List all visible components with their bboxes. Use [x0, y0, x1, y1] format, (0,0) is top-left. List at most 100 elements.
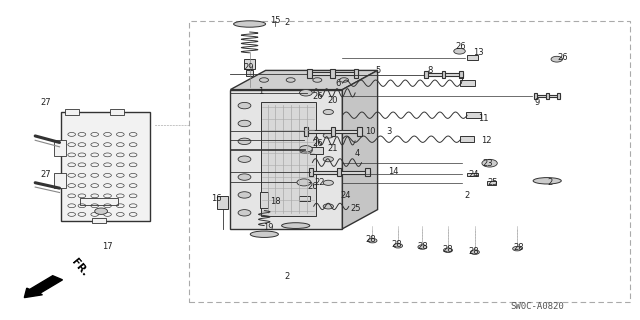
Circle shape [323, 204, 333, 209]
Circle shape [454, 48, 465, 54]
Text: 25: 25 [350, 204, 360, 212]
Circle shape [339, 78, 348, 82]
Bar [261, 102, 316, 216]
Text: 25: 25 [488, 178, 498, 187]
Bar [65, 109, 79, 115]
Bar [330, 69, 335, 78]
Text: 17: 17 [102, 242, 113, 251]
Ellipse shape [533, 178, 561, 184]
Text: 6: 6 [335, 79, 340, 88]
Bar [546, 93, 548, 99]
Circle shape [551, 56, 563, 62]
Circle shape [300, 146, 312, 152]
Text: 16: 16 [211, 194, 221, 203]
Bar [92, 218, 106, 223]
Circle shape [238, 102, 251, 109]
Text: FR.: FR. [69, 257, 89, 278]
Text: 24: 24 [468, 170, 479, 179]
Bar [365, 168, 370, 176]
Text: 14: 14 [388, 167, 399, 176]
Text: 23: 23 [483, 159, 493, 168]
Circle shape [513, 246, 522, 251]
Circle shape [238, 210, 251, 216]
Text: 5: 5 [375, 66, 380, 75]
Text: 15: 15 [270, 16, 280, 25]
Text: 26: 26 [313, 92, 323, 100]
Bar [467, 55, 478, 60]
Text: 26: 26 [558, 53, 568, 62]
Text: 28: 28 [443, 245, 453, 254]
Text: 7: 7 [458, 77, 463, 86]
Circle shape [444, 248, 452, 252]
Circle shape [286, 78, 295, 82]
Bar [304, 127, 308, 136]
Bar [534, 93, 538, 99]
Bar [357, 127, 362, 136]
Text: 2: 2 [465, 191, 470, 200]
Bar [460, 136, 474, 142]
Bar [557, 93, 560, 99]
Bar [354, 69, 358, 78]
Bar [80, 198, 118, 205]
Text: 28: 28 [513, 244, 524, 252]
Bar [424, 73, 463, 76]
Text: 26: 26 [307, 182, 317, 191]
Circle shape [482, 159, 497, 167]
FancyArrow shape [24, 276, 63, 298]
Bar [309, 168, 313, 176]
Circle shape [418, 245, 427, 249]
Ellipse shape [282, 223, 310, 228]
Bar [189, 21, 630, 302]
Polygon shape [342, 70, 378, 229]
Bar [467, 173, 478, 176]
Text: 28: 28 [366, 236, 376, 244]
Bar [244, 59, 255, 69]
Text: 8: 8 [428, 66, 433, 75]
Bar [331, 127, 335, 136]
Text: 9: 9 [535, 98, 540, 107]
Ellipse shape [234, 21, 266, 27]
Bar [217, 196, 228, 209]
Circle shape [323, 133, 333, 138]
Circle shape [238, 174, 251, 180]
Text: 26: 26 [456, 42, 466, 51]
Circle shape [313, 78, 322, 82]
Bar [307, 72, 358, 75]
Circle shape [238, 120, 251, 127]
Polygon shape [230, 70, 378, 90]
Text: 28: 28 [417, 242, 428, 251]
Bar [246, 70, 253, 76]
Circle shape [238, 156, 251, 163]
Circle shape [323, 157, 333, 162]
Text: 29: 29 [243, 63, 253, 72]
Text: 2: 2 [284, 18, 289, 27]
Text: 3: 3 [387, 127, 392, 136]
Circle shape [470, 250, 479, 254]
Circle shape [238, 192, 251, 198]
Bar [307, 69, 312, 78]
Text: 28: 28 [468, 247, 479, 256]
Bar [466, 112, 481, 118]
Circle shape [300, 147, 312, 154]
Text: 27: 27 [41, 170, 51, 179]
Text: 1: 1 [259, 87, 264, 96]
Bar [424, 71, 428, 78]
Ellipse shape [250, 231, 278, 237]
Text: 2: 2 [284, 272, 289, 281]
Text: 19: 19 [264, 223, 274, 232]
Circle shape [394, 244, 403, 248]
Text: 10: 10 [365, 127, 375, 136]
Polygon shape [230, 90, 342, 229]
Circle shape [260, 78, 269, 82]
Bar [460, 80, 475, 86]
Text: 22: 22 [315, 178, 325, 187]
Bar [337, 168, 341, 176]
Text: 4: 4 [355, 149, 360, 158]
Bar [442, 71, 445, 78]
Bar [299, 196, 310, 201]
Circle shape [95, 208, 108, 214]
Text: 12: 12 [481, 136, 492, 145]
Circle shape [300, 90, 312, 96]
Bar [534, 95, 560, 97]
Bar [54, 173, 66, 188]
